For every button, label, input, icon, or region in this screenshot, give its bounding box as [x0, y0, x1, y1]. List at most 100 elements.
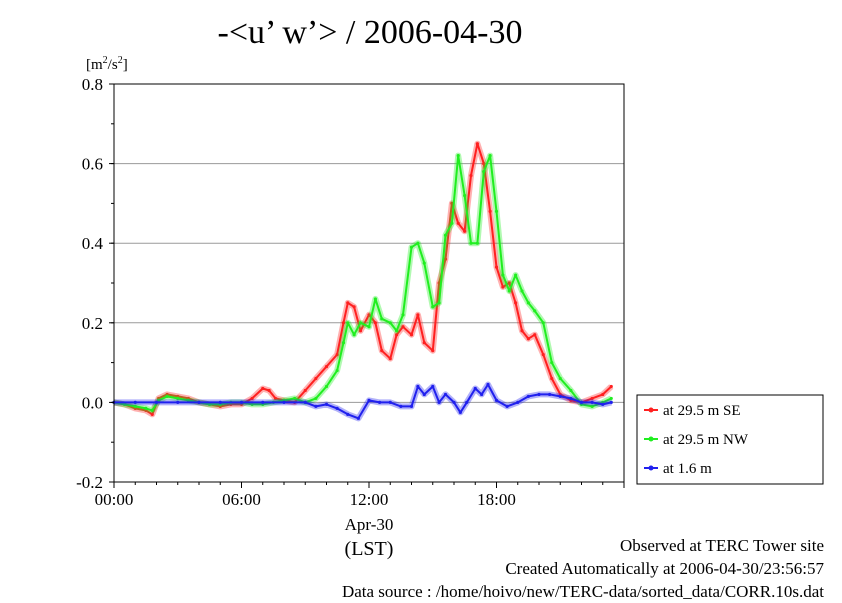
footer-notes: Observed at TERC Tower site Created Auto… [342, 534, 824, 603]
series-point-2 [395, 329, 399, 333]
legend-label-2: at 29.5 m NW [663, 432, 749, 448]
series-point-3 [218, 400, 222, 404]
series-point-1 [488, 209, 492, 213]
series-point-3 [261, 400, 265, 404]
unit-sup-2: 2 [117, 55, 123, 66]
series-point-1 [590, 396, 594, 401]
series-point-1 [550, 376, 554, 381]
series-point-3 [516, 400, 520, 404]
series-point-1 [475, 142, 479, 146]
series-point-3 [558, 394, 562, 399]
series-point-3 [480, 392, 484, 397]
series-point-2 [409, 245, 414, 249]
series-point-1 [409, 333, 414, 337]
series-point-2 [388, 321, 392, 325]
series-point-2 [422, 261, 426, 265]
series-point-2 [352, 333, 356, 337]
series-point-3 [356, 416, 360, 420]
series-point-2 [609, 396, 613, 401]
series-point-1 [324, 364, 329, 369]
chart-title: -<u’ w’> / 2006-04-30 [217, 14, 523, 51]
series-point-3 [465, 400, 469, 404]
series-point-3 [303, 400, 307, 404]
series-point-1 [443, 257, 448, 261]
series-point-1 [482, 162, 486, 166]
y-tick-label: 0.2 [82, 314, 103, 333]
series-point-2 [380, 317, 384, 321]
series-point-2 [314, 396, 318, 401]
series-point-2 [373, 297, 377, 301]
series-point-1 [601, 392, 605, 397]
y-axis-unit-label: [m2/s2] [86, 55, 128, 74]
series-point-3 [590, 400, 594, 404]
series-point-2 [488, 154, 492, 158]
series-point-3 [431, 384, 435, 389]
legend-box [636, 394, 824, 485]
series-point-2 [463, 193, 467, 198]
series-point-2 [208, 402, 212, 406]
series-point-3 [239, 400, 244, 404]
series-point-1 [507, 281, 511, 285]
series-point-1 [261, 386, 265, 391]
series-point-1 [358, 329, 363, 333]
created-note: Created Automatically at 2006-04-30/23:5… [505, 559, 824, 578]
series-point-3 [346, 412, 350, 416]
series-point-2 [157, 398, 161, 403]
series-point-1 [416, 313, 420, 317]
series-point-3 [443, 392, 448, 397]
series-point-2 [250, 402, 254, 406]
series-point-2 [450, 221, 454, 225]
series-point-2 [558, 376, 562, 381]
series-point-3 [505, 404, 509, 408]
series-point-3 [422, 392, 426, 397]
series-halo-2 [113, 152, 613, 414]
series-point-2 [358, 321, 363, 325]
series-point-3 [416, 384, 420, 389]
series-point-1 [388, 357, 392, 361]
unit-base: [m [86, 57, 103, 73]
series-point-3 [458, 410, 462, 414]
series-point-3 [388, 400, 392, 404]
y-tick-label: 0.0 [82, 393, 103, 412]
series-point-3 [569, 396, 573, 401]
series-point-3 [537, 392, 541, 397]
series-point-2 [443, 233, 448, 237]
series-point-1 [401, 325, 405, 329]
series-point-2 [346, 321, 350, 325]
series-point-1 [541, 353, 545, 357]
series-point-3 [133, 400, 137, 404]
series-point-3 [399, 404, 403, 408]
y-tick-label: 0.6 [82, 155, 103, 174]
series-point-2 [456, 154, 460, 158]
series-point-3 [378, 400, 382, 404]
series-point-3 [409, 404, 414, 408]
x-date-label: Apr-30 [345, 515, 394, 534]
series-point-2 [590, 404, 594, 408]
series-point-2 [341, 341, 346, 345]
series-point-2 [482, 169, 486, 174]
series-point-3 [452, 400, 456, 404]
series-point-1 [520, 329, 524, 333]
series-point-3 [579, 400, 584, 404]
x-tick-label: 18:00 [477, 490, 516, 509]
series-point-2 [475, 241, 479, 245]
series-line-1 [113, 142, 612, 416]
series-point-2 [431, 305, 435, 309]
series-point-2 [401, 313, 405, 317]
series-point-2 [416, 241, 420, 245]
y-tick-label: -0.2 [76, 473, 103, 492]
series-point-1 [373, 321, 377, 325]
series-point-1 [533, 333, 537, 337]
series-point-1 [395, 333, 399, 337]
series-point-1 [335, 353, 339, 357]
series-point-3 [548, 392, 552, 397]
series-point-2 [533, 309, 537, 313]
series-point-1 [469, 173, 473, 178]
series-point-2 [514, 273, 518, 277]
series-point-1 [346, 301, 350, 305]
series-point-2 [494, 209, 499, 213]
series-point-1 [526, 337, 530, 341]
unit-mid: /s [107, 57, 118, 73]
series-point-1 [267, 388, 271, 393]
series-point-2 [324, 384, 329, 389]
